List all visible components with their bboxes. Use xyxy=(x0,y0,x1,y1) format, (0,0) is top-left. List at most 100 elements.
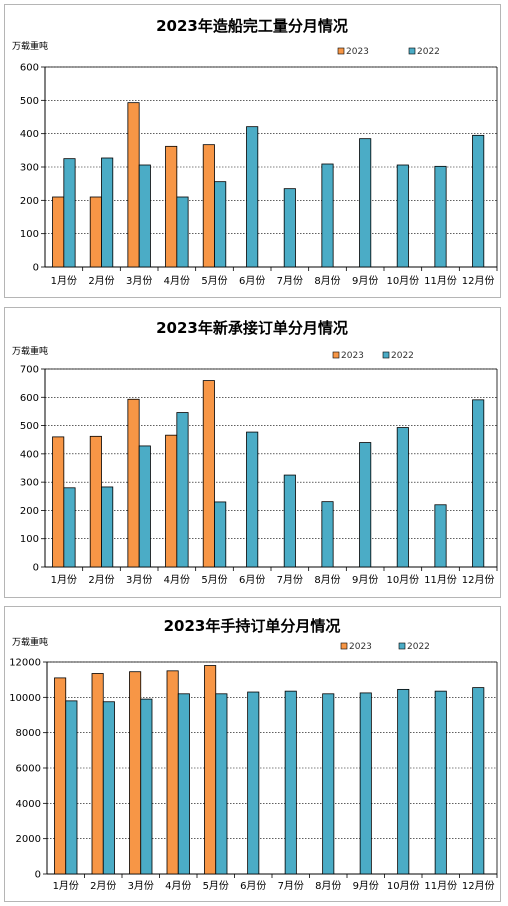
x-tick-label: 8月份 xyxy=(314,574,340,586)
x-tick-label: 6月份 xyxy=(239,574,265,586)
x-tick-label: 9月份 xyxy=(352,275,378,287)
y-tick-label: 200 xyxy=(20,196,39,207)
y-tick-label: 0 xyxy=(33,263,39,274)
y-tick-label: 10000 xyxy=(9,693,41,704)
x-tick-label: 2月份 xyxy=(88,275,114,287)
y-axis-unit: 万载重吨 xyxy=(12,345,48,357)
bar-2022 xyxy=(284,690,297,875)
legend-swatch xyxy=(337,47,345,55)
x-tick-label: 3月份 xyxy=(128,880,154,892)
y-tick-label: 400 xyxy=(20,129,39,140)
x-tick-label: 12月份 xyxy=(462,880,495,892)
x-tick-label: 5月份 xyxy=(203,880,229,892)
y-axis-unit: 万载重吨 xyxy=(12,40,48,52)
bar-2022 xyxy=(396,164,409,268)
y-tick-label: 4000 xyxy=(16,799,41,810)
bar-2022 xyxy=(472,134,485,268)
x-tick-label: 8月份 xyxy=(315,880,341,892)
bar-2022 xyxy=(176,412,189,568)
legend-label: 2022 xyxy=(417,47,440,57)
legend-swatch xyxy=(332,351,340,359)
x-tick-label: 9月份 xyxy=(353,880,379,892)
legend-label: 2023 xyxy=(346,47,369,57)
x-tick-label: 10月份 xyxy=(387,880,420,892)
legend-label: 2022 xyxy=(407,642,430,652)
bar-2022 xyxy=(397,688,410,875)
bar-2022 xyxy=(101,486,114,568)
bar-2022 xyxy=(63,487,76,568)
x-tick-label: 7月份 xyxy=(277,574,303,586)
x-tick-label: 10月份 xyxy=(386,574,419,586)
bar-2022 xyxy=(246,126,259,268)
y-tick-label: 0 xyxy=(35,870,41,881)
y-tick-label: 100 xyxy=(20,229,39,240)
x-tick-label: 3月份 xyxy=(126,574,152,586)
x-tick-label: 8月份 xyxy=(314,275,340,287)
bar-2023 xyxy=(165,145,178,268)
bar-2022 xyxy=(283,474,296,568)
bar-2022 xyxy=(359,442,372,568)
bar-2023 xyxy=(54,677,67,875)
y-tick-label: 8000 xyxy=(16,728,41,739)
bar-2023 xyxy=(165,434,178,568)
x-tick-label: 4月份 xyxy=(165,880,191,892)
bar-2023 xyxy=(127,398,140,568)
bar-2022 xyxy=(472,687,485,875)
y-tick-label: 500 xyxy=(20,96,39,107)
y-tick-label: 12000 xyxy=(9,658,41,669)
bar-2022 xyxy=(138,164,151,268)
y-tick-label: 600 xyxy=(20,393,39,404)
bar-2022 xyxy=(246,431,259,568)
legend-label: 2023 xyxy=(349,642,372,652)
bar-2023 xyxy=(204,665,217,875)
x-tick-label: 7月份 xyxy=(278,880,304,892)
y-tick-label: 500 xyxy=(20,421,39,432)
x-tick-label: 2月份 xyxy=(88,574,114,586)
bar-2022 xyxy=(434,504,447,568)
bar-2022 xyxy=(472,399,485,568)
y-tick-label: 600 xyxy=(20,63,39,74)
bar-2023 xyxy=(52,196,65,268)
y-tick-label: 100 xyxy=(20,534,39,545)
bar-2022 xyxy=(65,700,78,875)
bar-2022 xyxy=(215,693,228,875)
bar-2022 xyxy=(101,157,114,268)
bar-2023 xyxy=(202,144,215,268)
bar-2022 xyxy=(214,181,227,268)
x-tick-label: 11月份 xyxy=(424,880,457,892)
chart-panel-new-orders: 2023年新承接订单分月情况 万载重吨 2023 2022 0 100 200 300 400 5… xyxy=(4,307,501,598)
x-tick-label: 1月份 xyxy=(51,275,77,287)
bar-2023 xyxy=(91,673,104,875)
x-tick-label: 5月份 xyxy=(201,574,227,586)
legend-swatch xyxy=(382,351,390,359)
bar-2022 xyxy=(396,427,409,568)
y-tick-label: 2000 xyxy=(16,834,41,845)
bar-2022 xyxy=(247,691,260,875)
bar-2022 xyxy=(176,196,189,268)
chart-panel-completions: 2023年造船完工量分月情况 万载重吨 2023 2022 0 100 200 300 400 5… xyxy=(4,4,501,298)
chart-title: 2023年造船完工量分月情况 xyxy=(156,17,348,35)
bar-2022 xyxy=(283,188,296,268)
legend-swatch xyxy=(398,642,406,650)
bar-2022 xyxy=(140,698,153,875)
x-tick-label: 5月份 xyxy=(201,275,227,287)
bar-2022 xyxy=(102,701,115,875)
x-tick-label: 9月份 xyxy=(352,574,378,586)
legend-swatch xyxy=(340,642,348,650)
bar-2022 xyxy=(138,445,151,568)
x-tick-label: 11月份 xyxy=(424,574,457,586)
y-tick-label: 200 xyxy=(20,506,39,517)
chart-title: 2023年新承接订单分月情况 xyxy=(156,319,348,337)
bar-2023 xyxy=(89,435,102,568)
bar-2023 xyxy=(89,196,102,268)
x-tick-label: 12月份 xyxy=(462,574,495,586)
y-axis-unit: 万载重吨 xyxy=(12,636,48,648)
x-tick-label: 3月份 xyxy=(126,275,152,287)
bar-2023 xyxy=(129,671,142,875)
bar-2022 xyxy=(214,501,227,568)
bar-2022 xyxy=(434,690,447,875)
x-tick-label: 6月份 xyxy=(239,275,265,287)
legend-swatch xyxy=(408,47,416,55)
